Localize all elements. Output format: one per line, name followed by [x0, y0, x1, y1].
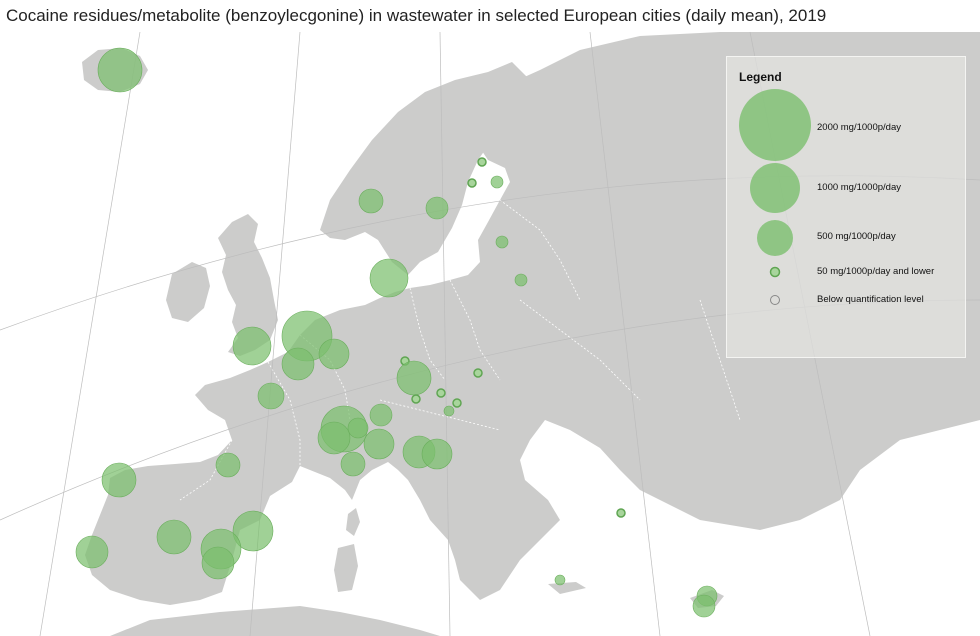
city-circle-3: [425, 196, 449, 220]
city-circle-26: [363, 428, 395, 460]
city-circle-17: [257, 382, 285, 410]
city-circle-31: [101, 462, 137, 498]
land-north-africa: [110, 606, 440, 636]
city-circle-25: [317, 421, 351, 455]
legend-symbol-500: [757, 220, 793, 256]
city-circle-33: [232, 510, 274, 552]
city-circles: [75, 47, 718, 618]
city-circle-16: [473, 368, 483, 378]
legend-label-1000: 1000 mg/1000p/day: [817, 182, 901, 193]
land-ireland: [166, 262, 210, 322]
city-circle-7: [495, 235, 509, 249]
city-circle-23: [369, 403, 393, 427]
legend-symbol-2000: [739, 89, 811, 161]
city-circle-9: [514, 273, 528, 287]
city-circle-30: [215, 452, 241, 478]
legend-symbol-1000: [750, 163, 800, 213]
legend-label-500: 500 mg/1000p/day: [817, 231, 896, 242]
city-circle-18: [411, 394, 421, 404]
legend-symbol-below: [770, 295, 780, 305]
map-title: Cocaine residues/metabolite (benzoylecgo…: [6, 6, 827, 25]
city-circle-35: [201, 546, 235, 580]
city-circle-13: [281, 347, 315, 381]
legend-label-below: Below quantification level: [817, 294, 924, 305]
legend-title: Legend: [739, 70, 782, 84]
land-corsica: [346, 508, 360, 536]
legend-label-50: 50 mg/1000p/day and lower: [817, 266, 935, 277]
city-circle-24: [347, 417, 369, 439]
city-circle-8: [369, 258, 409, 298]
city-circle-38: [554, 574, 566, 586]
city-circle-5: [467, 178, 477, 188]
legend-symbols: [739, 89, 811, 305]
city-circle-12: [318, 338, 350, 370]
land-crete: [548, 582, 586, 594]
legend-label-2000: 2000 mg/1000p/day: [817, 122, 901, 133]
city-circle-28: [421, 438, 453, 470]
city-circle-2: [358, 188, 384, 214]
city-circle-37: [616, 508, 626, 518]
city-circle-4: [477, 157, 487, 167]
city-circle-36: [75, 535, 109, 569]
city-circle-32: [156, 519, 192, 555]
city-circle-15: [396, 360, 432, 396]
city-circle-20: [452, 398, 462, 408]
legend-symbol-50: [769, 266, 781, 278]
city-circle-40: [692, 594, 716, 618]
city-circle-29: [340, 451, 366, 477]
city-circle-19: [436, 388, 446, 398]
land-sardinia: [334, 544, 358, 592]
city-circle-10: [232, 326, 272, 366]
land-great-britain: [218, 214, 278, 356]
city-circle-6: [490, 175, 504, 189]
legend-box: Legend 2000 mg/1000p/day 1000 mg/1000p/d…: [726, 56, 966, 358]
city-circle-1: [97, 47, 143, 93]
border-lines: [179, 199, 741, 521]
city-circle-21: [443, 405, 455, 417]
